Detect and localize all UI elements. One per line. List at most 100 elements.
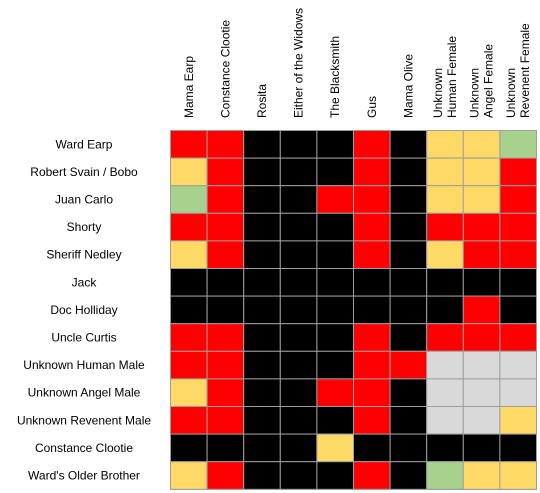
heatmap-cell: [389, 240, 428, 269]
column-label: Rosita: [255, 84, 269, 118]
heatmap-cell: [206, 406, 245, 435]
column-label: Angel Female: [482, 44, 496, 118]
heatmap-cell: [499, 240, 537, 269]
heatmap-cell: [170, 406, 208, 435]
row-labels: Ward Earp Robert Svain / Bobo Juan Carlo Sh…: [17, 137, 151, 482]
heatmap-cell: [462, 433, 501, 463]
heatmap-cell: [206, 461, 245, 490]
heatmap-cell: [426, 130, 464, 159]
heatmap-cell: [206, 212, 245, 242]
row-label: Robert Svain / Bobo: [30, 165, 138, 179]
column-label: The Blacksmith: [328, 36, 342, 118]
heatmap-cell: [389, 130, 428, 159]
heatmap-cell: [170, 268, 208, 297]
heatmap-cell: [206, 323, 245, 352]
heatmap-cell: [316, 157, 354, 187]
heatmap-cell: [316, 185, 354, 214]
column-label: Human Female: [445, 36, 459, 118]
heatmap-cell: [243, 240, 281, 269]
chart-frame: [170, 130, 537, 490]
heatmap-cell: [499, 268, 537, 297]
heatmap-cell: [279, 268, 318, 297]
heatmap-cell: [316, 268, 354, 297]
heatmap-cell: [243, 185, 281, 214]
row-label: Unknown Revenent Male: [17, 413, 151, 427]
heatmap-cell: [462, 268, 501, 297]
heatmap-cell: [353, 157, 391, 187]
heatmap-cell: [426, 350, 464, 380]
heatmap-cell: [279, 350, 318, 380]
column-labels: Mama Earp Constance Clootie Rosita Either o…: [182, 8, 532, 118]
heatmap-cell: [462, 461, 501, 490]
heatmap-cell: [316, 295, 354, 325]
heatmap-cell: [499, 185, 537, 214]
heatmap-cell: [206, 295, 245, 325]
heatmap-cell: [426, 323, 464, 352]
heatmap-cell: [389, 378, 428, 407]
column-label: Mama Olive: [401, 54, 415, 118]
heatmap-cell: [499, 378, 537, 407]
heatmap-cell: [353, 295, 391, 325]
row-label: Unknown Human Male: [23, 358, 145, 372]
column-label: Mama Earp: [182, 56, 196, 118]
heatmap-cell: [353, 212, 391, 242]
heatmap-cell: [389, 185, 428, 214]
heatmap-cell: [243, 433, 281, 463]
heatmap-cell: [389, 268, 428, 297]
heatmap-cell: [279, 157, 318, 187]
heatmap-cell: [170, 130, 208, 159]
heatmap-cell: [316, 323, 354, 352]
heatmap-cell: [462, 406, 501, 435]
row-label: Ward Earp: [56, 137, 113, 151]
row-label: Shorty: [67, 220, 102, 234]
heatmap-cell: [353, 268, 391, 297]
heatmap-cell: [389, 461, 428, 490]
heatmap-cell: [353, 185, 391, 214]
heatmap-cell: [279, 461, 318, 490]
heatmap-cell: [499, 433, 537, 463]
heatmap-cell: [279, 240, 318, 269]
heatmap-cell: [499, 157, 537, 187]
heatmap-cell: [499, 130, 537, 159]
column-label: Unknown: [504, 68, 518, 118]
heatmap-cell: [353, 323, 391, 352]
heatmap-cell: [279, 130, 318, 159]
heatmap-cell: [389, 323, 428, 352]
heatmap-cell: [170, 350, 208, 380]
heatmap-cell: [353, 433, 391, 463]
heatmap-cell: [426, 461, 464, 490]
heatmap-cell: [389, 406, 428, 435]
heatmap-cell: [353, 406, 391, 435]
heatmap-cell: [462, 185, 501, 214]
heatmap-cell: [243, 461, 281, 490]
heatmap-cell: [462, 240, 501, 269]
heatmap-cell: [499, 212, 537, 242]
heatmap-cell: [316, 406, 354, 435]
heatmap-cell: [462, 323, 501, 352]
row-label: Ward's Older Brother: [28, 469, 140, 483]
row-label: Sheriff Nedley: [46, 248, 121, 262]
heatmap-cell: [462, 212, 501, 242]
heatmap-cell: [499, 350, 537, 380]
column-label: Either of the Widows: [292, 8, 306, 118]
heatmap-cell: [279, 433, 318, 463]
heatmap-cell: [206, 130, 245, 159]
row-label: Jack: [72, 275, 98, 289]
heatmap-cell: [462, 157, 501, 187]
heatmap-cell: [170, 295, 208, 325]
heatmap-cell: [243, 378, 281, 407]
heatmap-cell: [170, 212, 208, 242]
heatmap-cell: [206, 350, 245, 380]
column-label: Constance Clootie: [218, 20, 232, 118]
heatmap-cell: [243, 268, 281, 297]
heatmap-cell: [426, 295, 464, 325]
heatmap-cell: [353, 240, 391, 269]
heatmap-cell: [279, 185, 318, 214]
heatmap-cell: [279, 406, 318, 435]
heatmap-cell: [389, 350, 428, 380]
heatmap-cell: [316, 350, 354, 380]
heatmap-cell: [206, 157, 245, 187]
heatmap-cell: [206, 433, 245, 463]
heatmap-cell: [279, 323, 318, 352]
